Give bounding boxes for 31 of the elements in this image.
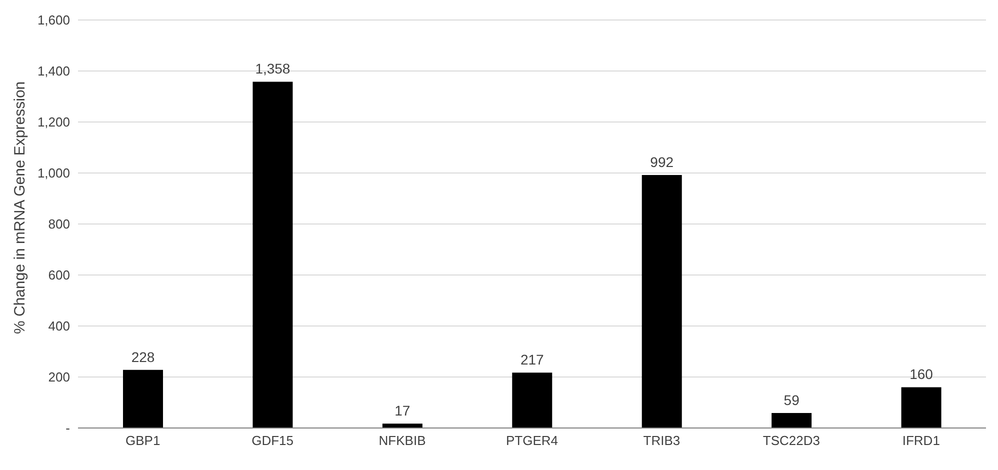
bar [901,387,942,428]
bar [512,372,552,428]
data-label: 1,358 [255,60,290,77]
x-tick-label: IFRD1 [902,433,940,448]
data-label: 217 [520,352,544,368]
x-tick-label: GBP1 [126,433,160,448]
y-tick-label: 1,000 [37,166,70,181]
y-tick-label: 600 [48,268,70,283]
y-tick-label: 1,600 [37,12,70,28]
bar [772,412,812,428]
y-tick-label: 200 [48,370,70,385]
y-tick-label: 800 [48,216,70,232]
x-tick-label: TRIB3 [643,433,680,448]
y-tick-label: 1,400 [37,64,70,79]
bar [642,175,682,428]
x-tick-label: PTGER4 [506,433,558,448]
bar [382,424,422,428]
bar [123,370,163,428]
data-label: 992 [650,154,674,170]
y-tick-label: 400 [48,318,70,334]
x-tick-label: NFKBIB [378,433,426,448]
data-label: 17 [394,402,410,419]
data-label: 59 [784,392,800,408]
bar [252,82,293,428]
y-axis-title: % Change in mRNA Gene Expression [11,81,28,334]
data-label: 228 [131,348,155,365]
x-tick-label: GDF15 [252,433,294,448]
y-tick-label: - [66,420,70,436]
x-tick-label: TSC22D3 [762,433,820,448]
data-label: 160 [910,366,934,382]
y-tick-label: 1,200 [37,114,70,130]
